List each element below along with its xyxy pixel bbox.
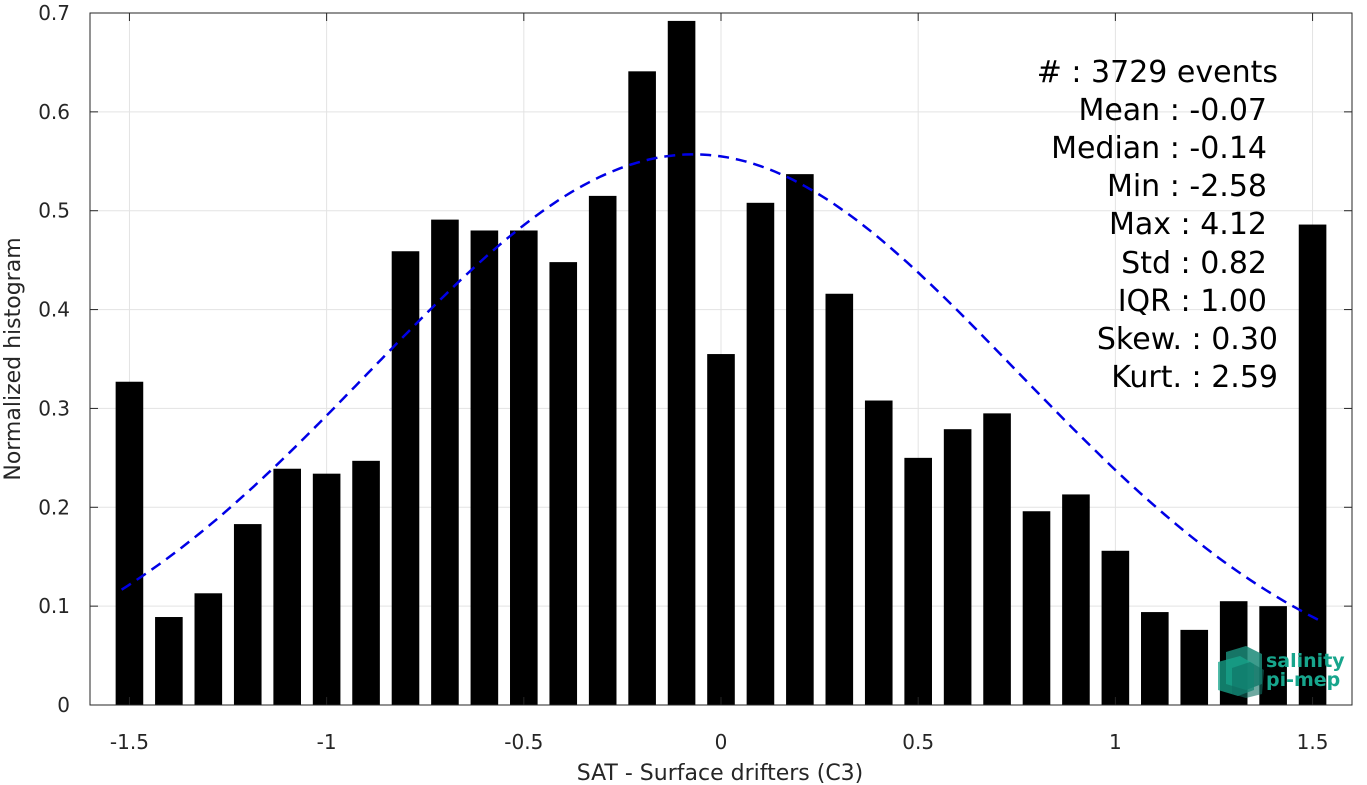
y-tick-label: 0.3	[38, 396, 70, 420]
y-tick-label: 0.1	[38, 594, 70, 618]
histogram-bar	[904, 457, 932, 705]
histogram-bar	[1141, 612, 1169, 705]
stat-iqr: IQR : 1.00	[1118, 284, 1267, 319]
x-tick-label: 0.5	[902, 730, 934, 754]
histogram-bar	[943, 429, 972, 705]
histogram-bar	[233, 524, 262, 705]
x-tick-label: -1.5	[110, 730, 149, 754]
y-tick-label: 0.6	[38, 100, 70, 124]
histogram-bar	[352, 460, 380, 705]
x-tick-label: 1	[1109, 730, 1122, 754]
histogram-bar	[1298, 224, 1327, 705]
histogram-bar	[746, 202, 775, 705]
histogram-bar	[864, 400, 893, 705]
salinity-pimep-logo: salinity pi-mep	[1218, 646, 1345, 698]
histogram-bar	[628, 71, 656, 706]
grid-lines	[90, 12, 1352, 706]
axis-ticks	[90, 12, 1352, 706]
y-tick-label: 0.7	[38, 1, 70, 25]
histogram-bar	[1022, 511, 1051, 705]
histogram-bar	[549, 262, 578, 705]
x-tick-label: 1.5	[1297, 730, 1329, 754]
x-axis-label: SAT - Surface drifters (C3)	[577, 761, 864, 785]
stat-median: Median : -0.14	[1051, 131, 1267, 166]
bars	[115, 20, 1327, 706]
histogram-bar	[1180, 629, 1209, 705]
histogram-bar	[391, 251, 420, 705]
x-tick-label: -1	[317, 730, 337, 754]
logo-line1: salinity	[1266, 650, 1345, 672]
y-tick-label: 0.5	[38, 199, 70, 223]
cube-logo-icon	[1218, 646, 1264, 698]
y-axis-label: Normalized histogram	[1, 237, 26, 480]
stat-skewness: Skew. : 0.30	[1097, 322, 1278, 357]
histogram-bar	[431, 219, 459, 705]
y-tick-labels: 0 0.1 0.2 0.3 0.4 0.5 0.6 0.7	[38, 1, 70, 717]
histogram-bar	[312, 473, 341, 705]
stat-kurtosis: Kurt. : 2.59	[1111, 360, 1278, 395]
y-tick-label: 0	[57, 693, 70, 717]
histogram-bar	[273, 468, 301, 705]
histogram-bar	[983, 413, 1011, 705]
stat-mean: Mean : -0.07	[1078, 93, 1267, 128]
histogram-bar	[1101, 550, 1130, 705]
histogram-bar	[1259, 606, 1287, 705]
y-tick-label: 0.2	[38, 495, 70, 519]
histogram-bar	[825, 293, 854, 705]
statistics-box: # : 3729 events Mean : -0.07 Median : -0…	[1037, 55, 1278, 395]
stat-min: Min : -2.58	[1107, 169, 1267, 204]
x-tick-label: -0.5	[504, 730, 543, 754]
y-tick-label: 0.4	[38, 298, 70, 322]
histogram-bar	[115, 381, 144, 705]
x-tick-labels: -1.5 -1 -0.5 0 0.5 1 1.5	[110, 730, 1329, 754]
x-tick-label: 0	[715, 730, 728, 754]
histogram-bar	[1062, 494, 1090, 705]
histogram-bar	[786, 174, 814, 705]
logo-line2: pi-mep	[1266, 669, 1340, 691]
histogram-bar	[667, 20, 696, 706]
histogram-bar	[588, 195, 617, 705]
histogram-bar	[194, 593, 223, 705]
stat-max: Max : 4.12	[1109, 207, 1267, 242]
gaussian-fit-curve	[120, 153, 1322, 623]
histogram-bar	[707, 354, 735, 705]
stat-events: # : 3729 events	[1037, 55, 1278, 90]
histogram-bar	[155, 617, 183, 705]
histogram-bar	[470, 230, 499, 705]
stat-std: Std : 0.82	[1121, 246, 1267, 281]
histogram-bar	[510, 230, 538, 705]
